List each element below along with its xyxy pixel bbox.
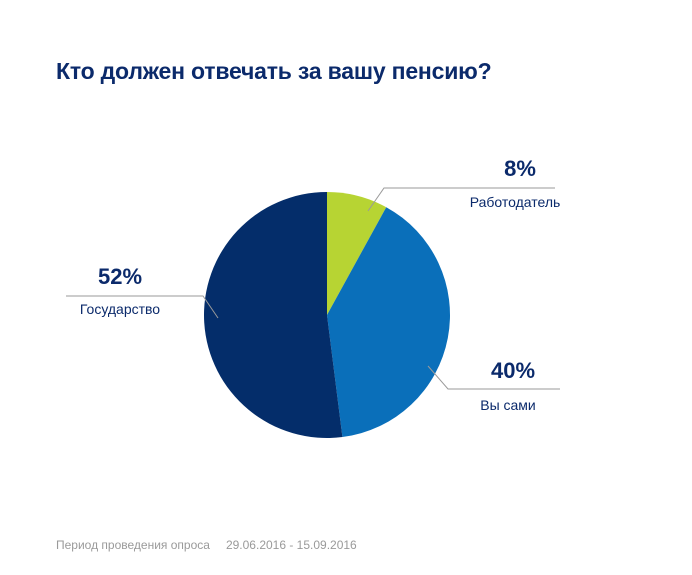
pie-leader-line-3 (66, 295, 219, 319)
pie-annotations: 8% Работодатель 40% Вы сами 52% Государство (66, 156, 560, 413)
survey-period: Период проведения опроса 29.06.2016 - 15.… (56, 538, 357, 552)
pie-slices (204, 192, 450, 438)
chart-title: Кто должен отвечать за вашу пенсию? (56, 58, 492, 84)
pie-slice-2 (327, 207, 450, 438)
pie-value-label-2: 40% (491, 358, 535, 383)
survey-period-label: Период проведения опроса (56, 538, 210, 552)
pie-slice-3 (204, 192, 343, 438)
pie-category-label-2: Вы сами (480, 397, 536, 413)
survey-period-dates: 29.06.2016 - 15.09.2016 (225, 538, 357, 552)
pie-value-label-3: 52% (98, 264, 142, 289)
pie-leader-line-1 (367, 187, 555, 212)
pie-category-label-3: Государство (80, 301, 160, 317)
pie-category-label-1: Работодатель (470, 194, 561, 210)
pie-value-label-1: 8% (504, 156, 536, 181)
pie-slice-1 (327, 192, 387, 315)
pie-leader-line-2 (427, 365, 560, 390)
